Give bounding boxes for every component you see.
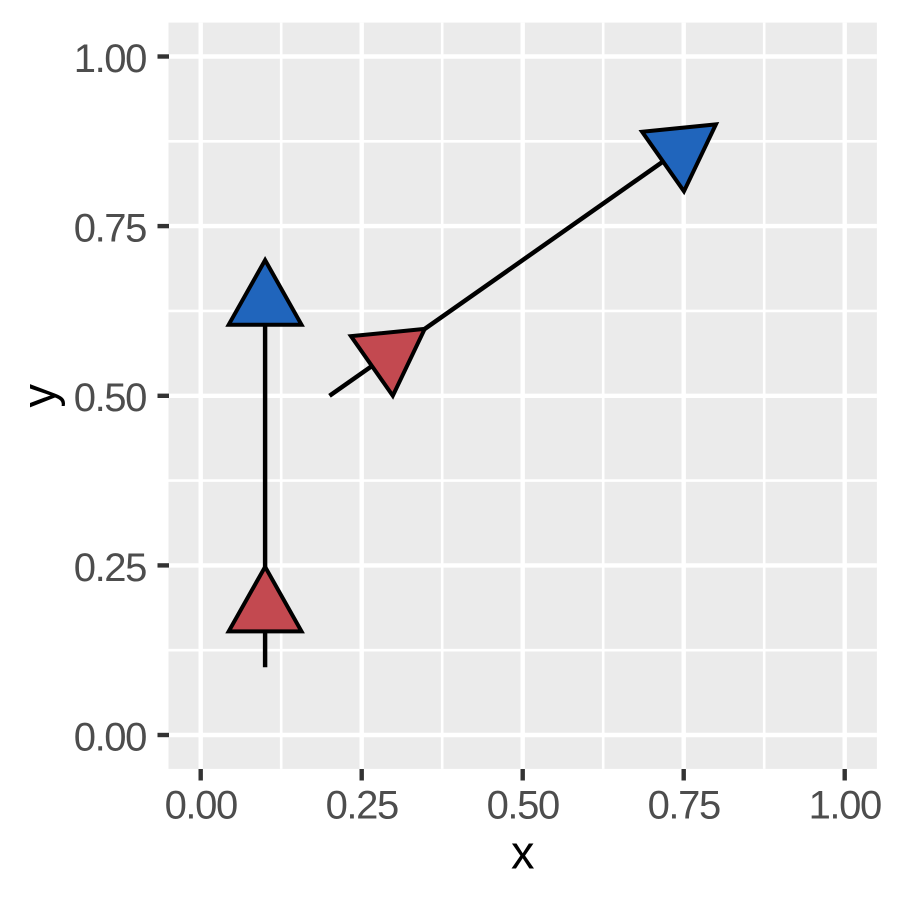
svg-text:0.25: 0.25 [326, 783, 398, 827]
svg-text:0.75: 0.75 [74, 207, 146, 251]
svg-text:0.50: 0.50 [487, 783, 559, 827]
svg-text:1.00: 1.00 [74, 37, 146, 81]
svg-text:0.00: 0.00 [165, 783, 237, 827]
svg-text:0.00: 0.00 [74, 715, 146, 759]
svg-text:x: x [511, 826, 535, 879]
svg-text:y: y [12, 384, 65, 408]
svg-text:0.25: 0.25 [74, 546, 146, 590]
svg-text:1.00: 1.00 [809, 783, 881, 827]
svg-text:0.75: 0.75 [648, 783, 720, 827]
svg-text:0.50: 0.50 [74, 376, 146, 420]
